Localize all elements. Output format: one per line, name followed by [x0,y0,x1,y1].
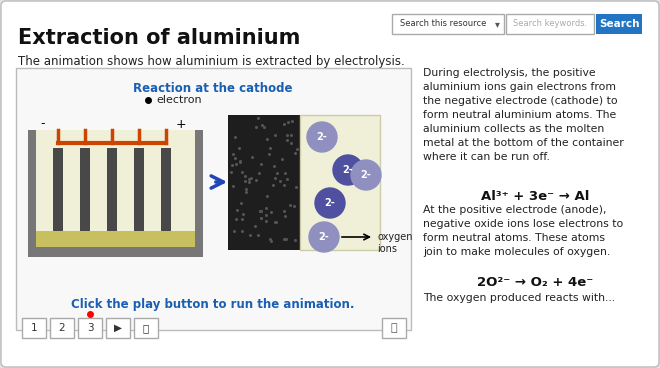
Text: 2: 2 [59,323,65,333]
Text: +: + [176,117,186,131]
Bar [107,148,117,239]
Bar [228,115,300,250]
Text: 2-: 2- [325,198,335,208]
Text: ⏮: ⏮ [143,323,149,333]
FancyBboxPatch shape [106,318,130,338]
Text: Search keywords.: Search keywords. [513,20,587,28]
FancyBboxPatch shape [506,14,594,34]
Bar [36,231,195,247]
Text: 2O²⁻ → O₂ + 4e⁻: 2O²⁻ → O₂ + 4e⁻ [477,276,593,289]
Text: ▶: ▶ [114,323,122,333]
Text: During electrolysis, the positive
aluminium ions gain electrons from
the negativ: During electrolysis, the positive alumin… [423,68,624,162]
Text: ▾: ▾ [494,19,500,29]
Text: 3: 3 [86,323,93,333]
FancyBboxPatch shape [16,68,411,330]
Bar [28,130,36,255]
Bar [161,148,171,239]
Circle shape [351,160,381,190]
Text: 2-: 2- [360,170,372,180]
Text: ⤢: ⤢ [391,323,397,333]
Bar [28,247,203,257]
Text: 2-: 2- [343,165,353,175]
Text: 1: 1 [30,323,38,333]
Text: Reaction at the cathode: Reaction at the cathode [133,82,293,95]
FancyBboxPatch shape [134,318,158,338]
Text: 2-: 2- [317,132,327,142]
Text: Click the play button to run the animation.: Click the play button to run the animati… [71,298,355,311]
FancyBboxPatch shape [382,318,406,338]
Text: electron: electron [156,95,201,105]
Text: The animation shows how aluminium is extracted by electrolysis.: The animation shows how aluminium is ext… [18,55,405,68]
Bar [36,130,195,247]
Text: -: - [41,117,46,131]
Text: Search this resource: Search this resource [400,20,486,28]
Circle shape [309,222,339,252]
Bar [195,130,203,255]
Text: oxygen
ions: oxygen ions [377,232,412,254]
FancyBboxPatch shape [22,318,46,338]
FancyBboxPatch shape [78,318,102,338]
Text: Extraction of aluminium: Extraction of aluminium [18,28,300,48]
Text: 2-: 2- [319,232,329,242]
Bar [80,148,90,239]
FancyBboxPatch shape [392,14,504,34]
Circle shape [333,155,363,185]
Bar [134,148,144,239]
Text: Search: Search [599,19,640,29]
Text: At the positive electrode (anode),
negative oxide ions lose electrons to
form ne: At the positive electrode (anode), negat… [423,205,623,257]
Bar [596,14,642,34]
Text: The oxygen produced reacts with...: The oxygen produced reacts with... [423,293,615,303]
Circle shape [315,188,345,218]
FancyBboxPatch shape [50,318,74,338]
Bar [53,148,63,239]
Text: Al³⁺ + 3e⁻ → Al: Al³⁺ + 3e⁻ → Al [481,190,589,203]
Circle shape [307,122,337,152]
Bar [300,115,380,250]
